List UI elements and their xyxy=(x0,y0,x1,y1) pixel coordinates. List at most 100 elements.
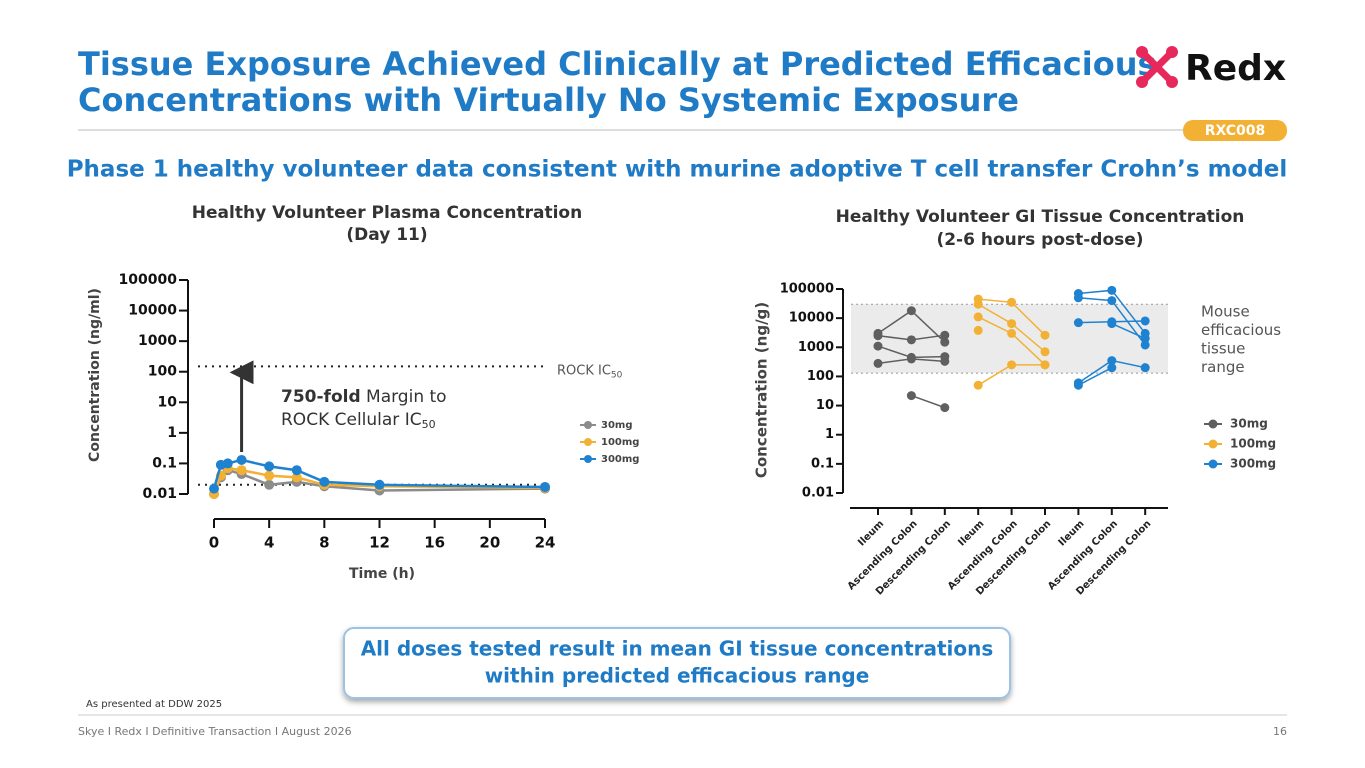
legend-marker xyxy=(1208,419,1218,429)
data-point xyxy=(1107,363,1117,373)
legend-marker xyxy=(584,438,592,446)
data-point xyxy=(1107,285,1117,295)
y-tick-label: 10 xyxy=(816,398,834,413)
legend-label: 300mg xyxy=(601,454,639,465)
data-point xyxy=(1040,330,1050,340)
y-tick-label: 1000 xyxy=(138,333,177,349)
footer: Skye I Redx I Definitive Transaction I A… xyxy=(78,725,352,738)
data-point xyxy=(1073,318,1083,328)
data-point xyxy=(973,312,983,322)
data-point xyxy=(906,391,916,401)
y-tick-label: 10 xyxy=(158,394,178,410)
data-point xyxy=(236,465,247,476)
reference-label: ROCK IC50 xyxy=(557,363,623,380)
y-tick-label: 1 xyxy=(825,427,834,442)
y-tick-label: 0.1 xyxy=(152,455,177,471)
x-tick-label: Ileum xyxy=(956,518,986,548)
legend-marker xyxy=(1208,439,1218,449)
data-point xyxy=(940,330,950,340)
x-tick-label: 16 xyxy=(424,534,445,552)
data-point xyxy=(264,479,275,490)
badge-text: RXC008 xyxy=(1205,123,1266,139)
text-part: 50 xyxy=(422,418,436,431)
x-tick-label: 12 xyxy=(369,534,390,552)
logo-mark xyxy=(1136,46,1178,88)
chart-title: (2-6 hours post-dose) xyxy=(936,230,1143,250)
data-point xyxy=(873,331,883,341)
y-axis-label: Concentration (ng/ml) xyxy=(87,288,103,462)
data-point xyxy=(906,335,916,345)
subject-line xyxy=(911,394,946,409)
legend-label: 300mg xyxy=(1230,457,1276,471)
data-point xyxy=(264,470,275,481)
data-point xyxy=(1007,328,1017,338)
data-point xyxy=(973,299,983,309)
legend-marker xyxy=(584,455,592,463)
data-point xyxy=(1007,360,1017,370)
data-point xyxy=(1073,293,1083,303)
y-tick-label: 100000 xyxy=(119,272,178,288)
data-point xyxy=(1107,319,1117,329)
legend-marker xyxy=(1208,459,1218,469)
chart-title: Healthy Volunteer Plasma Concentration xyxy=(192,203,582,223)
logo-text: Redx xyxy=(1185,48,1286,89)
source-note: As presented at DDW 2025 xyxy=(86,699,222,710)
subtitle: Phase 1 healthy volunteer data consisten… xyxy=(67,157,1288,183)
data-point xyxy=(264,461,275,472)
data-point xyxy=(1140,334,1150,344)
y-tick-label: 0.1 xyxy=(811,456,834,471)
legend-label: 30mg xyxy=(601,420,633,431)
data-point xyxy=(973,380,983,390)
y-tick-label: 100 xyxy=(807,369,834,384)
y-tick-label: 10000 xyxy=(789,311,834,326)
data-point xyxy=(291,465,302,476)
data-point xyxy=(906,354,916,364)
data-point xyxy=(873,358,883,368)
slide-title: Concentrations with Virtually No Systemi… xyxy=(78,81,1019,119)
data-point xyxy=(1140,340,1150,350)
data-point xyxy=(873,341,883,351)
data-point xyxy=(940,337,950,347)
text-part: ROCK IC xyxy=(557,363,611,378)
y-axis-label: Concentration (ng/g) xyxy=(753,302,771,478)
data-point xyxy=(319,476,330,487)
y-tick-label: 0.01 xyxy=(802,486,834,501)
range-label: tissue xyxy=(1201,340,1245,358)
y-tick-label: 100000 xyxy=(780,282,834,297)
data-point xyxy=(940,356,950,366)
callout-text: All doses tested result in mean GI tissu… xyxy=(361,637,994,661)
data-point xyxy=(540,481,550,492)
y-tick-label: 1000 xyxy=(798,340,834,355)
data-point xyxy=(222,458,233,469)
data-point xyxy=(1040,347,1050,357)
legend-label: 100mg xyxy=(601,437,639,448)
slide-title: Tissue Exposure Achieved Clinically at P… xyxy=(78,45,1157,83)
data-point xyxy=(940,403,950,413)
text-part: Margin to xyxy=(361,387,447,407)
annotation: ROCK Cellular IC50 xyxy=(281,410,436,431)
chart-title: Healthy Volunteer GI Tissue Concentratio… xyxy=(836,207,1245,227)
x-tick-label: 20 xyxy=(479,534,500,552)
y-tick-label: 1 xyxy=(167,425,177,441)
text-part: 50 xyxy=(611,370,623,380)
callout-text: within predicted efficacious range xyxy=(485,664,870,688)
data-point xyxy=(1007,319,1017,329)
x-axis-label: Time (h) xyxy=(349,566,415,582)
y-tick-label: 0.01 xyxy=(142,486,177,502)
data-point xyxy=(973,325,983,335)
data-point xyxy=(1040,360,1050,370)
x-tick-label: 0 xyxy=(209,534,219,552)
text-part: ROCK Cellular IC xyxy=(281,410,422,430)
y-tick-label: 10000 xyxy=(128,303,177,319)
legend-label: 100mg xyxy=(1230,437,1276,451)
data-point xyxy=(1007,297,1017,307)
data-point xyxy=(291,472,302,483)
data-point xyxy=(236,454,247,465)
data-point xyxy=(374,479,385,490)
x-tick-label: 4 xyxy=(264,534,274,552)
x-tick-label: Ileum xyxy=(1057,518,1087,548)
chart-title: (Day 11) xyxy=(346,225,427,245)
legend-marker xyxy=(584,421,592,429)
x-tick-label: 8 xyxy=(319,534,329,552)
